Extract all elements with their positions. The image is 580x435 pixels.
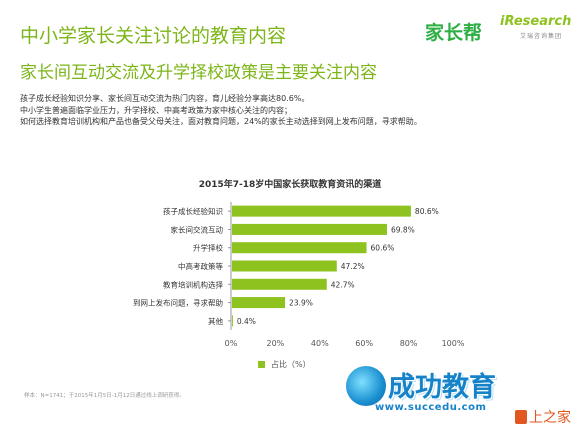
iresearch-logo-name: iResearch xyxy=(500,14,572,29)
bar xyxy=(232,205,411,217)
data-label: 80.6% xyxy=(415,207,439,216)
footnote: 样本：N=1741；于2015年1月5日-1月12日通过线上调研获得。 xyxy=(24,393,185,399)
iresearch-logo: iResearch 艾瑞咨询集团 xyxy=(500,14,572,40)
data-label: 23.9% xyxy=(289,299,313,308)
category-label: 教育培训机构选择 xyxy=(163,279,223,289)
watermark-brand: 上之家 xyxy=(515,407,571,427)
data-label: 0.4% xyxy=(237,317,256,326)
category-label: 到网上发布问题，寻求帮助 xyxy=(133,298,223,308)
watermark-text: 成功教育 xyxy=(388,372,496,403)
summary-line: 如何选择教育培训机构和产品也备受父母关注，面对教育问题，24%的家长主动选择到网… xyxy=(20,117,422,126)
data-label: 60.6% xyxy=(371,244,395,253)
bar xyxy=(232,223,387,235)
bar xyxy=(232,260,337,272)
summary-line: 孩子成长经验知识分享、家长间互动交流为热门内容，育儿经验分享高达80.6%。 xyxy=(20,94,310,103)
summary-line: 中小学生普遍面临学业压力，升学择校、中高考政策为家中核心关注的内容； xyxy=(20,105,292,115)
chart-legend: 占比（%） xyxy=(258,359,311,370)
legend-swatch xyxy=(258,361,265,368)
chart-title: 2015年7-18岁中国家长获取教育资讯的渠道 xyxy=(198,180,382,190)
bar xyxy=(232,297,286,309)
x-tick-label: 0% xyxy=(225,339,238,348)
category-label: 中高考政策等 xyxy=(178,261,223,271)
category-label: 孩子成长经验知识 xyxy=(163,206,223,216)
category-label: 家长间交流互动 xyxy=(171,224,224,234)
x-tick-label: 20% xyxy=(267,339,285,348)
x-tick-label: 80% xyxy=(400,339,418,348)
data-label: 47.2% xyxy=(341,262,365,271)
watermark-url: www.succedu.com xyxy=(375,402,487,413)
brand-icon xyxy=(515,410,527,424)
category-label: 其他 xyxy=(208,316,223,326)
x-tick-label: 40% xyxy=(311,339,329,348)
page-subtitle: 家长间互动交流及升学择校政策是主要关注内容 xyxy=(20,63,377,83)
bar xyxy=(232,315,233,327)
data-label: 42.7% xyxy=(331,280,355,289)
bar xyxy=(232,278,327,290)
data-label: 69.8% xyxy=(391,225,415,234)
x-tick-label: 60% xyxy=(355,339,373,348)
legend-label: 占比（%） xyxy=(271,360,311,369)
summary-text: 孩子成长经验知识分享、家长间互动交流为热门内容，育儿经验分享高达80.6%。 中… xyxy=(20,93,565,128)
x-tick-label: 100% xyxy=(442,339,465,348)
bar xyxy=(232,242,367,254)
watermark-brand-label: 上之家 xyxy=(529,410,571,426)
category-label: 升学择校 xyxy=(193,243,223,253)
page-title: 中小学家长关注讨论的教育内容 xyxy=(20,25,287,47)
jiazhangbang-logo: 家长帮 xyxy=(425,22,483,44)
watermark-globe-icon xyxy=(346,366,386,406)
iresearch-logo-cn: 艾瑞咨询集团 xyxy=(519,33,562,40)
